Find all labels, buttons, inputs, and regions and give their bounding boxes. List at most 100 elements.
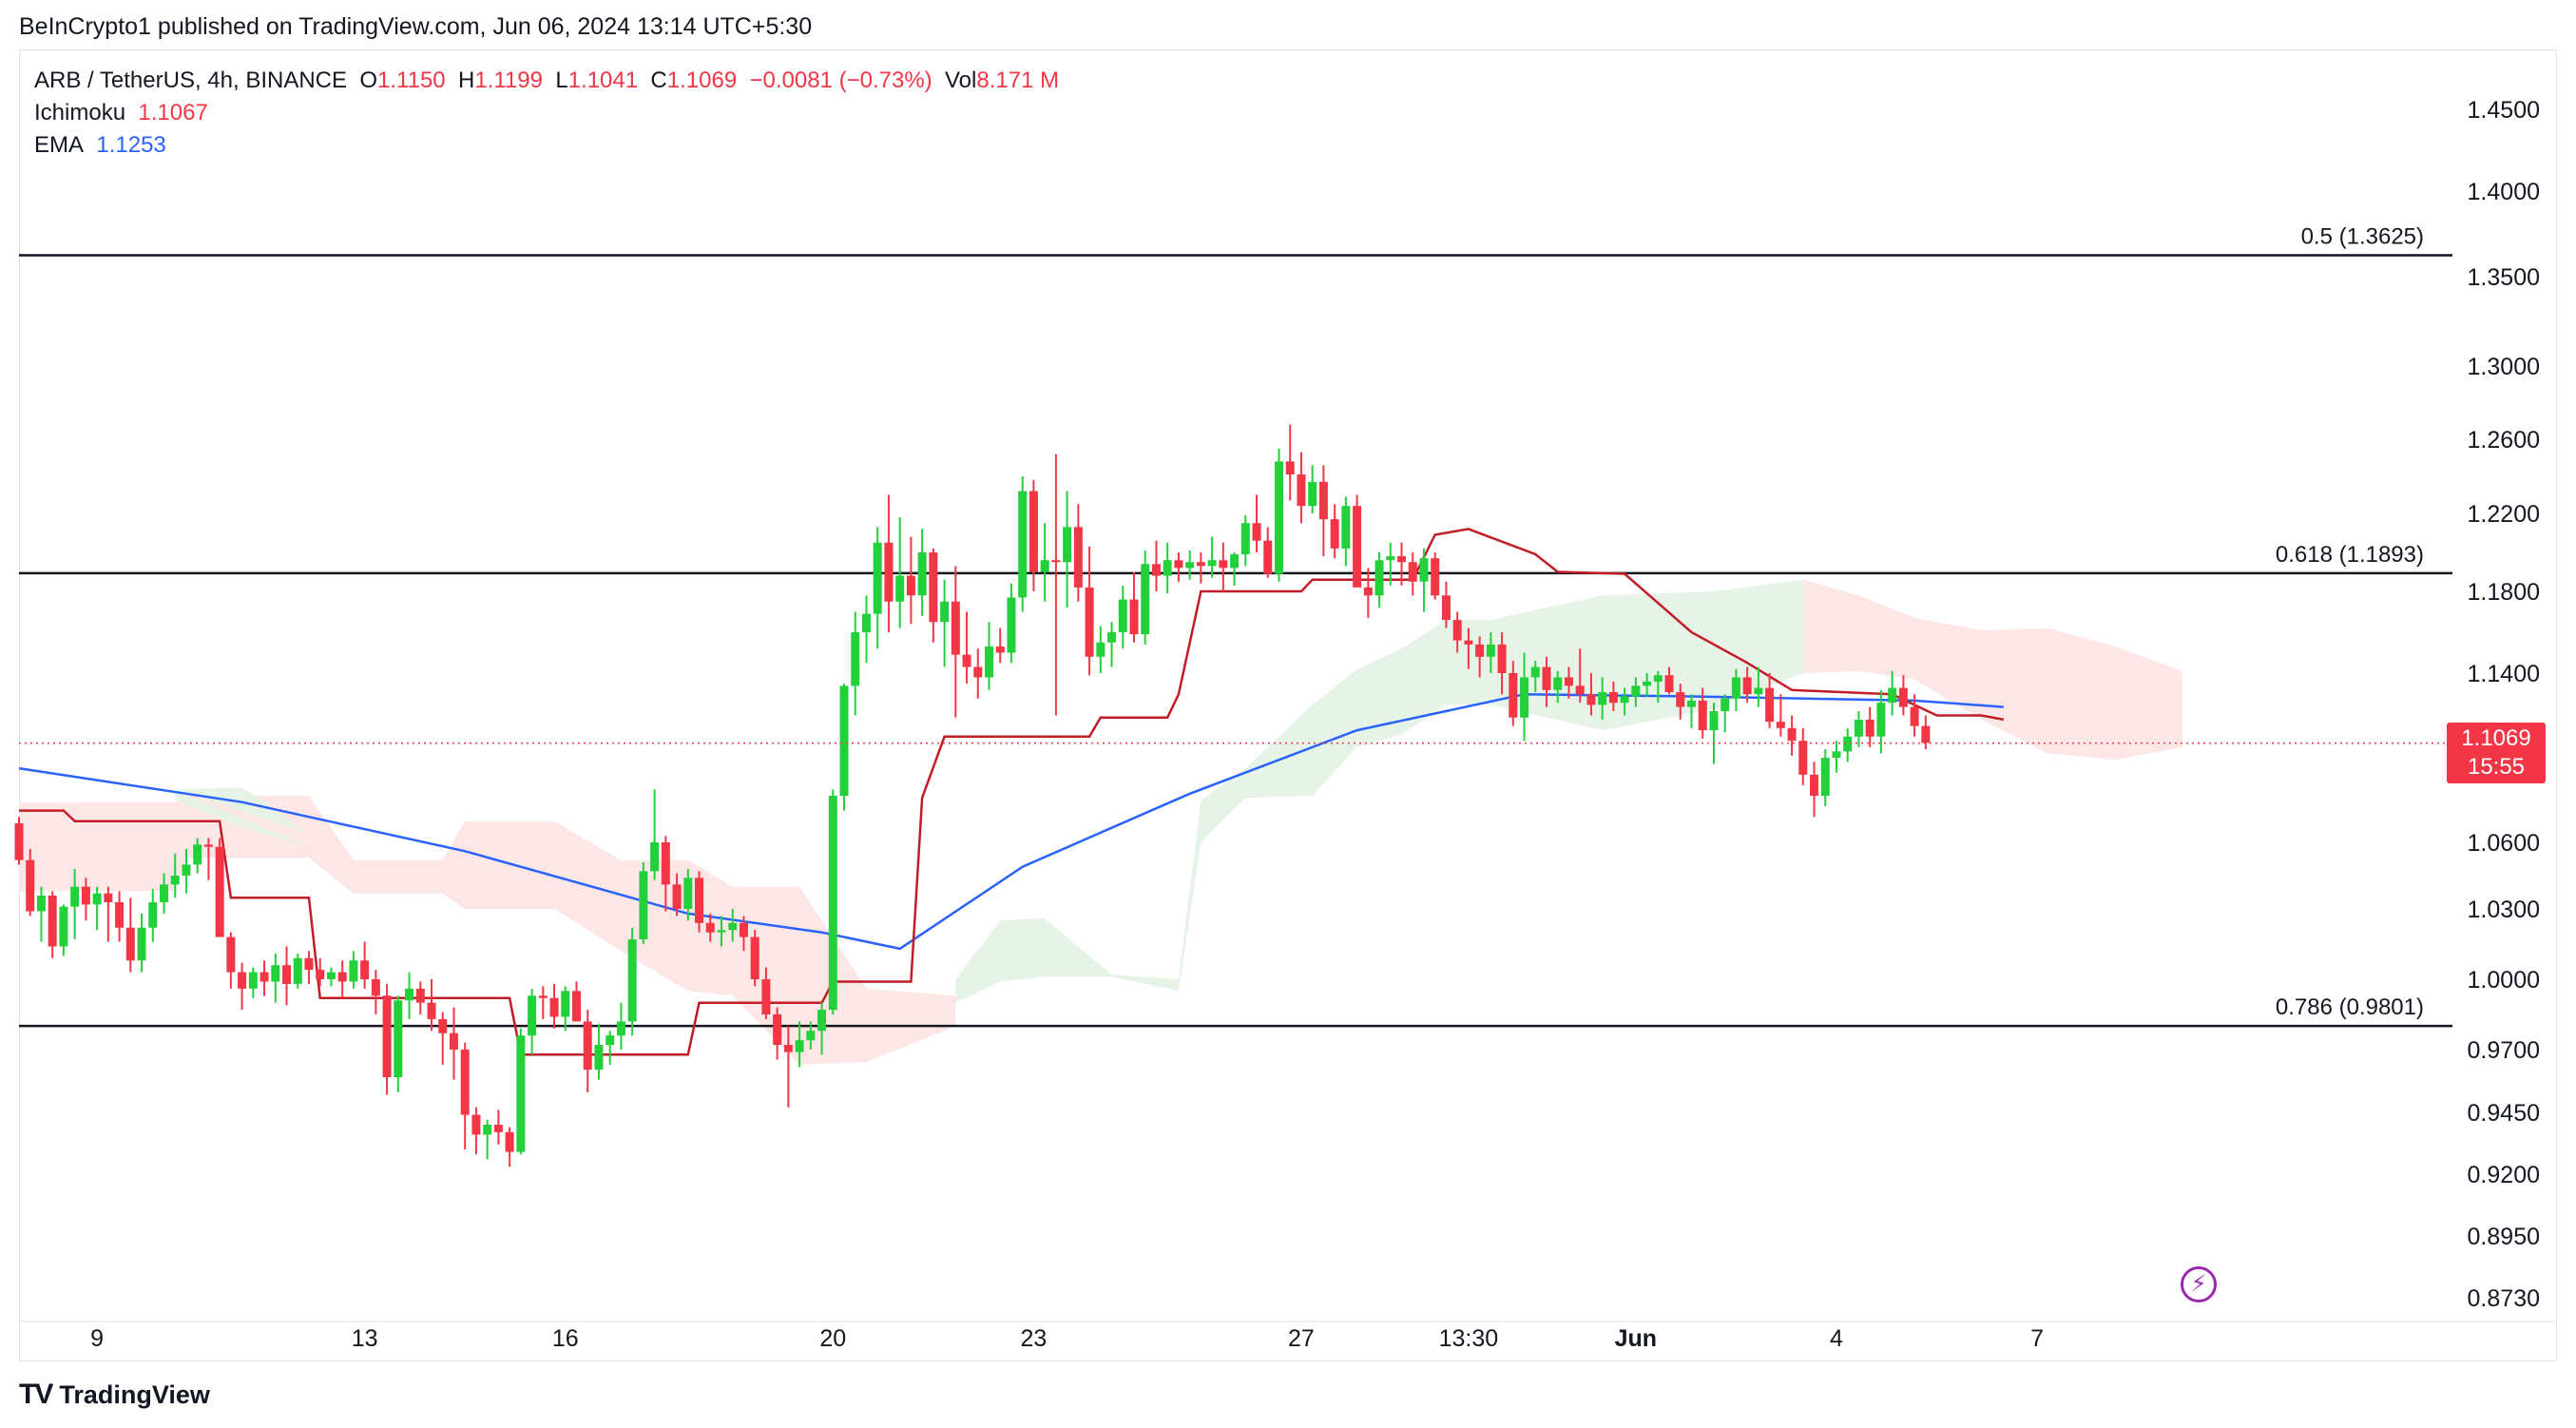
open-label: O bbox=[359, 68, 378, 93]
chart-legend: ARB / TetherUS, 4h, BINANCE O1.1150 H1.1… bbox=[34, 65, 1059, 162]
candle-body bbox=[1018, 491, 1028, 598]
candle-body bbox=[1375, 560, 1384, 596]
candle-body bbox=[1118, 599, 1127, 632]
y-axis-tick-label: 1.0000 bbox=[2468, 967, 2540, 994]
candle-body bbox=[1876, 703, 1886, 737]
candle-body bbox=[248, 972, 258, 989]
tradingview-brand[interactable]: TV TradingView bbox=[19, 1379, 210, 1411]
candle-body bbox=[1731, 677, 1740, 699]
candle-body bbox=[728, 922, 738, 931]
candle-body bbox=[1040, 560, 1049, 572]
candle-body bbox=[1631, 685, 1641, 697]
candle-body bbox=[1431, 558, 1440, 596]
candle-body bbox=[148, 902, 158, 928]
close-label: C bbox=[650, 68, 667, 93]
y-axis-tick-label: 1.0600 bbox=[2468, 830, 2540, 857]
ichimoku-row[interactable]: Ichimoku 1.1067 bbox=[34, 97, 1059, 129]
candle-body bbox=[761, 979, 771, 1014]
last-price: 1.1069 bbox=[2461, 724, 2531, 751]
lightning-icon[interactable]: ⚡ bbox=[2181, 1266, 2217, 1303]
candle-body bbox=[394, 1000, 403, 1078]
x-axis-tick-label: 9 bbox=[90, 1325, 104, 1352]
candle-body bbox=[371, 979, 380, 996]
candle-body bbox=[1073, 527, 1083, 588]
candle-body bbox=[1341, 506, 1351, 549]
candle-body bbox=[1810, 774, 1819, 797]
candle-body bbox=[516, 1035, 526, 1152]
y-axis-tick-label: 1.3000 bbox=[2468, 354, 2540, 380]
candle-body bbox=[1464, 640, 1473, 645]
y-axis-tick-label: 1.4500 bbox=[2468, 97, 2540, 124]
candle-body bbox=[962, 654, 971, 667]
x-axis-tick-label: 16 bbox=[552, 1325, 579, 1352]
candle-body bbox=[104, 893, 113, 902]
candle-body bbox=[973, 666, 983, 678]
candle-body bbox=[1787, 727, 1797, 742]
low-label: L bbox=[555, 68, 568, 93]
ichimoku-cloud-2 bbox=[955, 579, 1803, 1003]
candle-body bbox=[1553, 677, 1563, 690]
x-axis-tick-label: 7 bbox=[2030, 1325, 2044, 1352]
candle-body bbox=[449, 1032, 458, 1050]
x-axis-tick-label: 13:30 bbox=[1439, 1325, 1499, 1352]
candle-body bbox=[806, 1031, 816, 1041]
candle-body bbox=[1185, 562, 1195, 569]
y-axis-tick-label: 1.0300 bbox=[2468, 897, 2540, 923]
tradingview-logo-icon: TV bbox=[19, 1379, 53, 1410]
last-price-tag: 1.1069 15:55 bbox=[2447, 722, 2546, 783]
candle-body bbox=[1419, 558, 1429, 582]
candle-body bbox=[1798, 741, 1808, 775]
ema-row[interactable]: EMA 1.1253 bbox=[34, 129, 1059, 162]
candle-body bbox=[917, 552, 927, 596]
bar-countdown: 15:55 bbox=[2467, 753, 2526, 780]
ichimoku-cloud-0 bbox=[19, 796, 956, 1065]
candle-body bbox=[337, 972, 347, 982]
candle-body bbox=[125, 927, 135, 961]
y-axis-tick-label: 0.9450 bbox=[2468, 1100, 2540, 1127]
candle-body bbox=[572, 991, 581, 1022]
close-value: 1.1069 bbox=[666, 68, 738, 93]
candle-body bbox=[606, 1035, 615, 1046]
candle-body bbox=[549, 997, 559, 1017]
candle-body bbox=[1820, 758, 1830, 797]
symbol-row: ARB / TetherUS, 4h, BINANCE O1.1150 H1.1… bbox=[34, 65, 1059, 97]
candle-body bbox=[995, 646, 1005, 653]
candle-body bbox=[583, 1021, 592, 1071]
fib-level-label: 0.786 (0.9801) bbox=[2276, 994, 2424, 1020]
candle-body bbox=[137, 927, 146, 961]
candle-body bbox=[81, 886, 90, 905]
candle-body bbox=[326, 972, 336, 979]
candle-body bbox=[1486, 644, 1495, 657]
candle-body bbox=[304, 957, 314, 971]
candle-body bbox=[1441, 595, 1451, 621]
candle-body bbox=[1832, 751, 1841, 758]
symbol-label[interactable]: ARB / TetherUS, 4h, BINANCE bbox=[34, 68, 348, 93]
y-axis-tick-label: 1.2200 bbox=[2468, 501, 2540, 528]
y-axis-tick-label: 0.8730 bbox=[2468, 1285, 2540, 1312]
candle-body bbox=[1353, 506, 1362, 588]
candle-body bbox=[1564, 677, 1573, 686]
candle-body bbox=[739, 922, 748, 937]
candle-body bbox=[1107, 632, 1117, 643]
y-axis-tick-label: 0.9200 bbox=[2468, 1162, 2540, 1188]
candle-body bbox=[717, 930, 726, 933]
candle-body bbox=[906, 575, 915, 596]
candle-body bbox=[271, 965, 280, 982]
candle-body bbox=[1910, 706, 1919, 726]
candle-body bbox=[895, 575, 905, 602]
candle-body bbox=[561, 991, 570, 1017]
ichimoku-value: 1.1067 bbox=[138, 100, 208, 125]
candle-body bbox=[672, 884, 682, 909]
x-axis-tick-label: 23 bbox=[1021, 1325, 1048, 1352]
candle-body bbox=[1297, 474, 1306, 507]
change-value: −0.0081 (−0.73%) bbox=[749, 68, 932, 93]
candle-body bbox=[493, 1125, 503, 1132]
candle-body bbox=[773, 1014, 782, 1046]
candle-body bbox=[1274, 461, 1283, 574]
candle-body bbox=[483, 1125, 492, 1135]
ichimoku-base-line bbox=[19, 528, 2005, 1056]
candle-body bbox=[985, 646, 994, 678]
candle-body bbox=[1240, 523, 1250, 555]
candle-body bbox=[293, 957, 302, 984]
